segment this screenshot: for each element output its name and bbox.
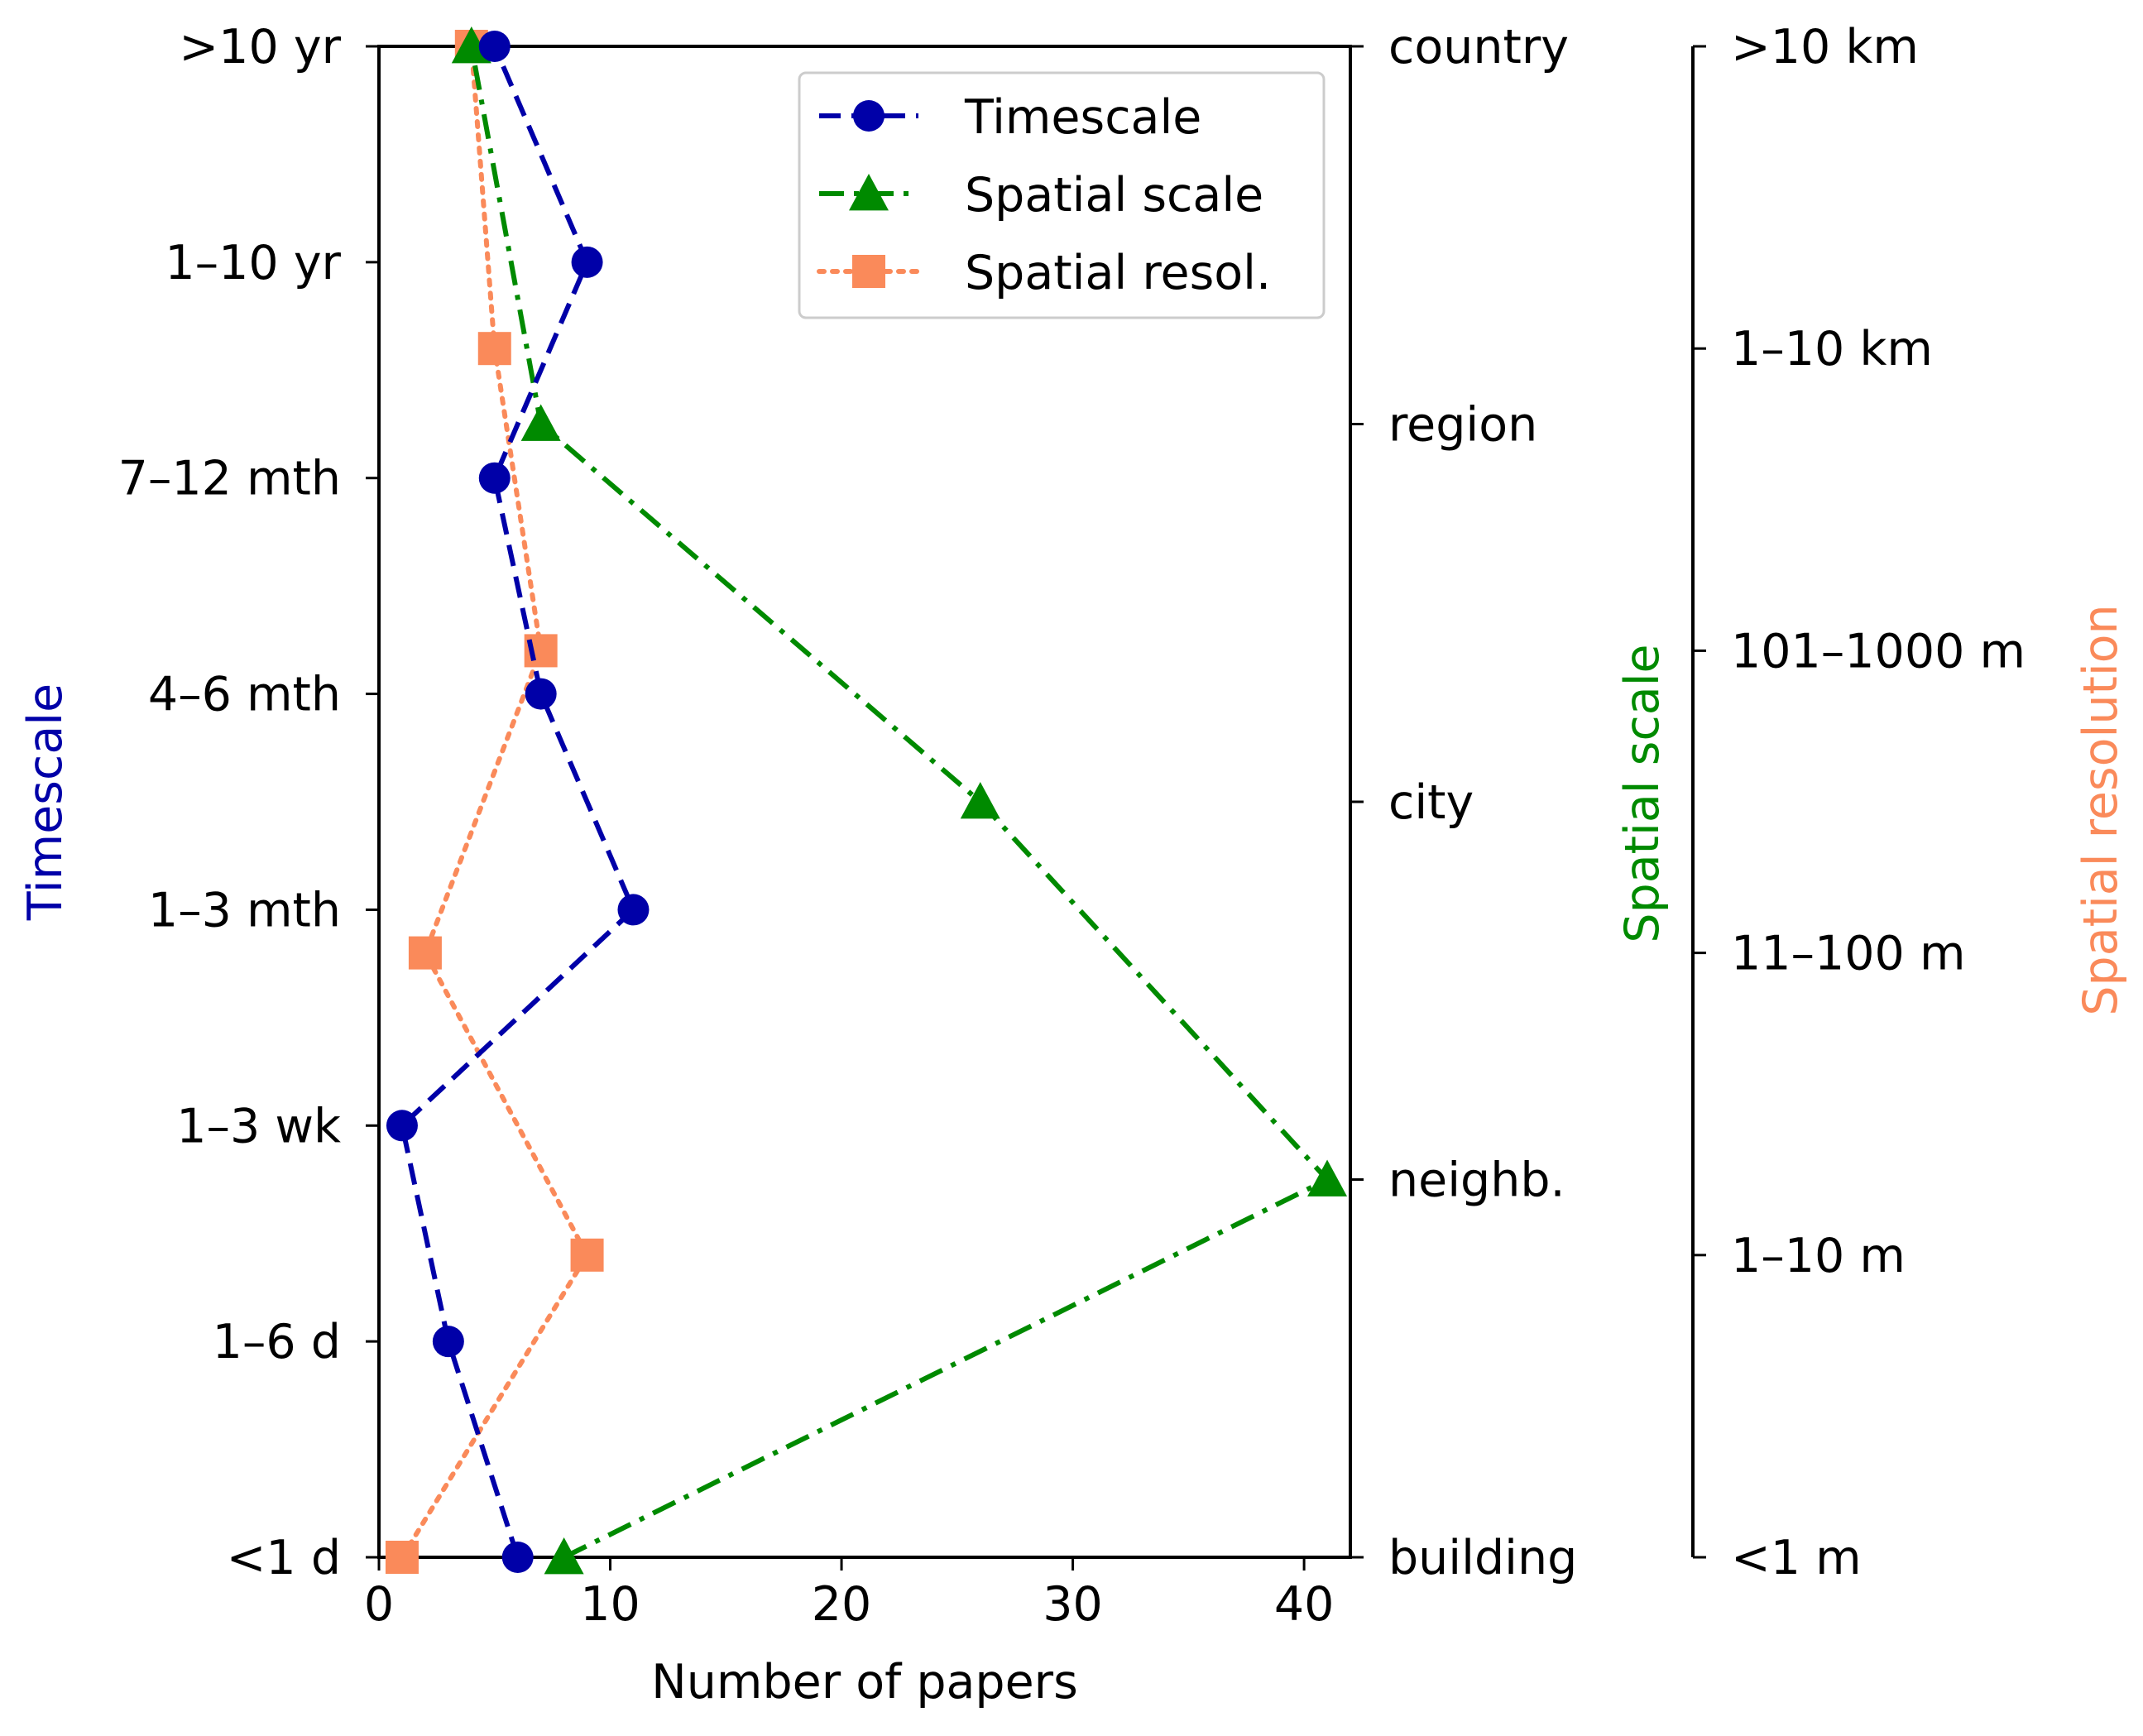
x-tick-label: 0 — [364, 1577, 394, 1632]
data-point-timescale — [501, 1542, 534, 1573]
timescale-tick-label: <1 d — [227, 1531, 341, 1585]
spatial-scale-tick-label: country — [1388, 20, 1569, 74]
x-axis-label: Number of papers — [651, 1655, 1078, 1710]
data-point-spatial-resol — [408, 936, 442, 970]
data-point-spatial-scale — [960, 782, 1000, 819]
legend-marker — [849, 174, 889, 211]
spatial-resol-tick-label: >10 km — [1731, 20, 1919, 74]
legend-entry-spatial-resol: Spatial resol. — [817, 246, 1271, 300]
data-point-timescale — [432, 1326, 464, 1358]
data-point-timescale — [478, 31, 511, 62]
spatial-resol-tick-label: 1–10 m — [1731, 1229, 1906, 1283]
data-point-timescale — [525, 678, 557, 710]
timescale-tick-label: 1–3 mth — [148, 883, 341, 938]
legend-marker — [852, 255, 885, 288]
x-tick-label: 30 — [1043, 1577, 1103, 1632]
data-point-spatial-resol — [385, 1541, 419, 1574]
spatial-scale-axis-label: Spatial scale — [1615, 644, 1670, 942]
series-line-spatial-resol — [399, 44, 591, 1560]
x-tick-label: 40 — [1274, 1577, 1335, 1632]
series-spatial-scale — [451, 26, 1348, 1575]
series-layer — [385, 26, 1348, 1575]
timescale-tick-label: >10 yr — [179, 20, 341, 74]
legend-label: Spatial resol. — [965, 246, 1271, 300]
data-point-timescale — [571, 246, 603, 278]
spatial-scale-tick-label: building — [1388, 1531, 1577, 1585]
timescale-tick-label: 4–6 mth — [148, 668, 341, 722]
timescale-tick-label: 7–12 mth — [118, 452, 341, 506]
data-point-spatial-resol — [570, 1238, 604, 1272]
series-timescale — [386, 31, 650, 1573]
data-point-spatial-scale — [1307, 1159, 1348, 1196]
data-point-spatial-scale — [520, 404, 561, 441]
legend-box — [798, 71, 1326, 319]
x-tick-label: 10 — [580, 1577, 640, 1632]
spatial-scale-tick-label: city — [1388, 775, 1474, 830]
legend-label: Timescale — [964, 90, 1201, 145]
x-tick-label: 20 — [812, 1577, 872, 1632]
legend-entry-timescale: Timescale — [819, 90, 1201, 145]
spatial-resol-tick-label: 11–100 m — [1731, 927, 1965, 981]
axes-layer: 0 10 20 30 40 Number of papers <1 d 1–6 d 1–3 wk… — [18, 20, 2128, 1710]
spatial-resol-tick-label: 101–1000 m — [1731, 624, 2026, 679]
data-point-spatial-resol — [477, 332, 511, 366]
spatial-resol-tick-label: <1 m — [1731, 1531, 1862, 1585]
spatial-resol-axis-label: Spatial resolution — [2073, 604, 2128, 1015]
legend-label: Spatial scale — [965, 168, 1263, 223]
spatial-resol-tick-label: 1–10 km — [1731, 322, 1933, 376]
legend: Timescale Spatial scale Spatial resol. — [798, 71, 1326, 319]
data-point-timescale — [386, 1110, 418, 1142]
series-line-timescale — [399, 45, 637, 1558]
legend-entry-spatial-scale: Spatial scale — [819, 168, 1263, 223]
data-point-spatial-scale — [544, 1537, 584, 1575]
spatial-scale-tick-label: region — [1388, 398, 1537, 453]
timescale-tick-label: 1–10 yr — [165, 236, 341, 290]
timescale-tick-label: 1–3 wk — [176, 1099, 341, 1153]
legend-marker — [853, 100, 885, 132]
data-point-timescale — [478, 462, 511, 494]
spatial-scale-tick-label: neighb. — [1388, 1153, 1565, 1208]
timescale-axis-label: Timescale — [18, 683, 73, 921]
data-point-timescale — [617, 894, 650, 926]
timescale-tick-label: 1–6 d — [213, 1315, 341, 1369]
